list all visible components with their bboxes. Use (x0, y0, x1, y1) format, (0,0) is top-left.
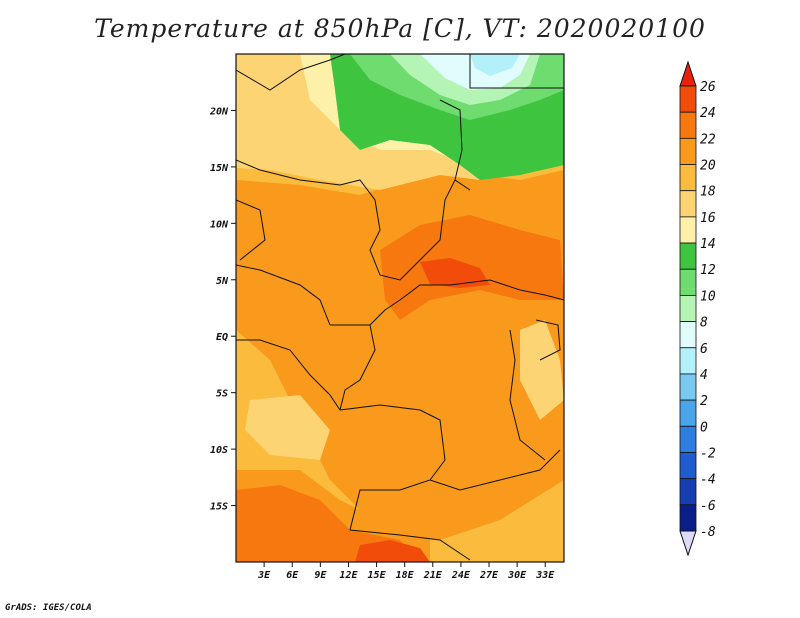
colorbar-segment (679, 164, 697, 192)
colorbar-segment (679, 111, 697, 139)
country-borders (236, 54, 564, 561)
colorbar-segment (679, 452, 697, 480)
colorbar-over-triangle (679, 60, 697, 87)
colorbar-segment (679, 347, 697, 375)
field-band-16-18-southwest (245, 395, 330, 460)
colorbar-segment (679, 399, 697, 427)
colorbar-label: -8 (700, 525, 716, 540)
colorbar-segment (679, 321, 697, 349)
lon-tick-label: 6E (286, 570, 299, 581)
lon-tick-label: 30E (507, 570, 527, 581)
colorbar-label: 18 (700, 185, 716, 200)
colorbar-label: -6 (700, 499, 716, 514)
colorbar-label: 10 (700, 289, 716, 304)
lon-tick-label: 9E (314, 570, 327, 581)
footer-credit: GrADS: IGES/COLA (5, 603, 92, 613)
colorbar-segment (679, 216, 697, 244)
lat-tick-label: 15N (210, 163, 229, 174)
colorbar-segment (679, 504, 697, 532)
lon-tick-label: 27E (479, 570, 499, 581)
lon-tick-label: 24E (451, 570, 471, 581)
colorbar-label: 24 (700, 106, 716, 121)
colorbar-segment (679, 478, 697, 506)
lat-tick-label: 15S (210, 502, 228, 513)
map-frame (235, 53, 565, 563)
chart-title: Temperature at 850hPa [C], VT: 202002010… (94, 14, 706, 43)
colorbar-segment (679, 425, 697, 453)
lon-tick-label: 21E (423, 570, 443, 581)
colorbar-label: 0 (700, 420, 708, 435)
lon-tick-label: 33E (535, 570, 555, 581)
lat-tick-label: 5N (216, 276, 229, 287)
colorbar-label: 8 (700, 316, 708, 331)
colorbar-label: 2 (700, 394, 708, 409)
lat-tick-label: 5S (216, 389, 228, 400)
lat-tick-label: 10N (210, 219, 229, 230)
colorbar-segment (679, 242, 697, 270)
colorbar-label: -4 (700, 473, 716, 488)
colorbar-label: 22 (700, 132, 716, 147)
colorbar-label: 16 (700, 211, 716, 226)
lon-tick-label: 3E (257, 570, 271, 581)
lon-tick-label: 15E (368, 570, 387, 581)
colorbar-segment (679, 137, 697, 165)
lat-tick-label: EQ (216, 332, 228, 343)
colorbar-label: 4 (700, 368, 708, 383)
field-band-24-26-south (355, 540, 430, 562)
lat-tick-label: 20N (209, 106, 229, 117)
colorbar-label: 20 (700, 159, 716, 174)
longitude-axis: 3E 6E 9E 12E 15E 18E 21E 24E 27E 30E 33E (257, 562, 555, 581)
colorbar-segment (679, 295, 697, 322)
map-panel (236, 54, 564, 562)
colorbar-label: -2 (700, 446, 716, 461)
field-band-4-6 (470, 54, 520, 76)
lon-tick-label: 18E (396, 570, 415, 581)
colorbar-segment (679, 85, 697, 113)
colorbar-label: 6 (700, 342, 708, 357)
colorbar-label: 14 (700, 237, 716, 252)
field-band-24-26 (420, 258, 490, 288)
latitude-axis: 20N 15N 10N 5N EQ 5S 10S 15S (209, 106, 236, 513)
field-band-16-18-east (520, 320, 564, 420)
colorbar-segment (679, 373, 697, 401)
lat-tick-label: 10S (210, 445, 228, 456)
colorbar-segment (679, 190, 697, 218)
colorbar-label: 12 (700, 263, 716, 278)
colorbar-segment (679, 268, 697, 296)
colorbar-under-triangle (679, 530, 697, 557)
colorbar-label: 26 (700, 80, 716, 95)
lon-tick-label: 12E (339, 570, 358, 581)
